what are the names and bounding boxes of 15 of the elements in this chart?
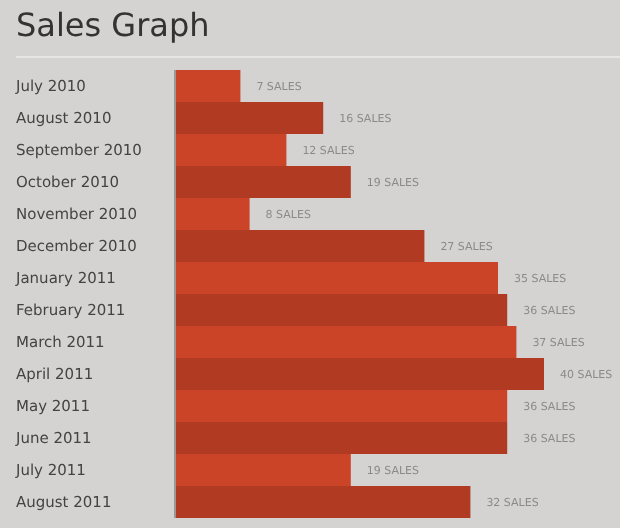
bar [176, 486, 471, 518]
bar [176, 134, 287, 166]
bar [176, 294, 508, 326]
bar [176, 358, 544, 390]
bar [176, 262, 498, 294]
bar [176, 230, 425, 262]
bar [176, 166, 351, 198]
bar [176, 326, 517, 358]
bar [176, 70, 241, 102]
bar [176, 390, 508, 422]
bar [176, 422, 508, 454]
bar [176, 454, 351, 486]
bar [176, 102, 324, 134]
chart-title: Sales Graph [16, 6, 210, 44]
bar [176, 198, 250, 230]
